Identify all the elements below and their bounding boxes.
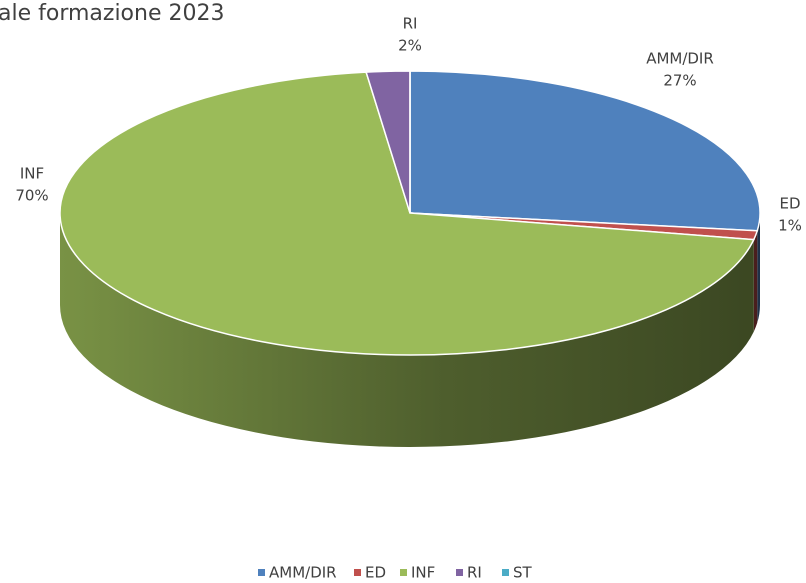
legend-label: INF bbox=[411, 564, 435, 582]
chart-title: ale formazione 2023 bbox=[0, 1, 224, 26]
legend-swatch bbox=[400, 569, 407, 576]
legend-label: AMM/DIR bbox=[269, 564, 337, 582]
legend-swatch bbox=[258, 569, 265, 576]
legend-swatch bbox=[456, 569, 463, 576]
data-label-name: RI bbox=[403, 15, 418, 33]
legend-label: ST bbox=[513, 564, 533, 582]
data-label-name: INF bbox=[20, 165, 44, 183]
data-label-value: 27% bbox=[663, 72, 696, 90]
legend-label: RI bbox=[467, 564, 482, 582]
data-label-value: 1% bbox=[778, 217, 802, 235]
pie-slice bbox=[59, 71, 755, 356]
data-label-value: 2% bbox=[398, 37, 422, 55]
data-label-name: ED bbox=[779, 195, 800, 213]
legend-swatch bbox=[354, 569, 361, 576]
data-label-value: 70% bbox=[15, 187, 48, 205]
pie-side bbox=[753, 230, 758, 332]
data-label-name: AMM/DIR bbox=[646, 50, 714, 68]
legend-label: ED bbox=[365, 564, 386, 582]
pie-side bbox=[757, 213, 760, 323]
pie-side bbox=[60, 213, 754, 448]
pie-slice bbox=[409, 70, 761, 232]
legend-swatch bbox=[502, 569, 509, 576]
